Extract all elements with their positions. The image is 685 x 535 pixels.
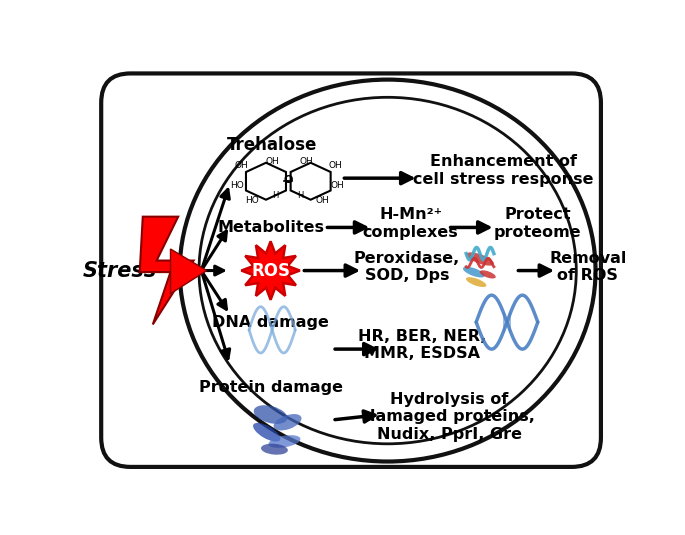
Text: ROS: ROS <box>251 262 290 280</box>
Text: HO: HO <box>245 196 259 205</box>
Polygon shape <box>171 249 207 294</box>
Text: OH: OH <box>300 157 314 166</box>
Text: Hydrolysis of
damaged proteins,
Nudix, PprI, Gre: Hydrolysis of damaged proteins, Nudix, P… <box>364 392 535 442</box>
Ellipse shape <box>479 270 496 279</box>
Ellipse shape <box>253 423 280 441</box>
Text: Protect
proteome: Protect proteome <box>494 208 582 240</box>
Text: Stress: Stress <box>83 261 157 280</box>
Ellipse shape <box>466 277 486 287</box>
Text: Trehalose: Trehalose <box>227 136 317 154</box>
Ellipse shape <box>466 253 494 266</box>
Text: OH: OH <box>234 162 248 170</box>
Text: Peroxidase,
SOD, Dps: Peroxidase, SOD, Dps <box>353 250 460 283</box>
Text: OH: OH <box>331 181 345 189</box>
Polygon shape <box>241 241 300 300</box>
Ellipse shape <box>269 435 301 448</box>
Polygon shape <box>140 217 194 324</box>
Text: H: H <box>272 190 278 200</box>
Text: Enhancement of
cell stress response: Enhancement of cell stress response <box>413 154 593 187</box>
Ellipse shape <box>253 405 288 424</box>
Ellipse shape <box>463 267 485 278</box>
Text: H: H <box>297 190 303 200</box>
Text: Removal
of ROS: Removal of ROS <box>549 250 627 283</box>
Text: H-Mn²⁺
complexes: H-Mn²⁺ complexes <box>363 208 459 240</box>
Text: OH: OH <box>265 157 279 166</box>
Text: HR, BER, NER,
MMR, ESDSA: HR, BER, NER, MMR, ESDSA <box>358 329 486 362</box>
Text: HO: HO <box>230 181 244 189</box>
Text: Protein damage: Protein damage <box>199 380 342 395</box>
Ellipse shape <box>261 444 288 455</box>
Ellipse shape <box>273 414 301 431</box>
FancyBboxPatch shape <box>101 73 601 467</box>
Text: O: O <box>284 175 293 185</box>
Text: OH: OH <box>328 162 342 170</box>
Text: DNA damage: DNA damage <box>212 315 329 330</box>
Text: OH: OH <box>315 196 329 205</box>
Text: Metabolites: Metabolites <box>217 220 324 235</box>
